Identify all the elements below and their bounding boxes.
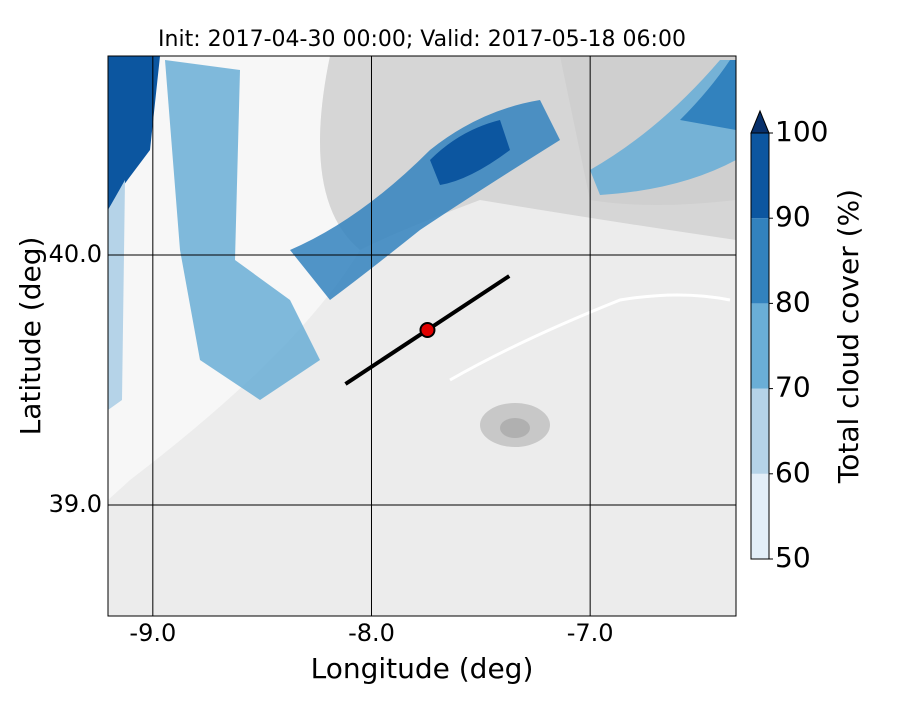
colorbar-tick-label: 50	[775, 541, 811, 574]
y-tick-label: 39.0	[49, 490, 102, 518]
y-axis-label: Latitude (deg)	[14, 237, 47, 436]
y-tick-label: 40.0	[49, 240, 102, 268]
x-tick-label: -7.0	[567, 619, 614, 647]
colorbar-tick-label: 70	[775, 371, 811, 404]
x-axis-label: Longitude (deg)	[311, 652, 534, 685]
location-point	[419, 322, 436, 338]
colorbar-tick-label: 80	[775, 285, 811, 318]
colorbar-label: Total cloud cover (%)	[832, 189, 865, 484]
chart-title: Init: 2017-04-30 00:00; Valid: 2017-05-1…	[158, 27, 686, 52]
map-field	[108, 56, 736, 616]
colorbar-segment	[751, 388, 769, 474]
colorbar-segment	[751, 473, 769, 559]
colorbar-tick-label: 100	[775, 115, 828, 148]
colorbar-tick-label: 90	[775, 200, 811, 233]
x-tick-label: -8.0	[348, 619, 395, 647]
x-tick-label: -9.0	[129, 619, 176, 647]
colorbar-extend	[750, 109, 770, 134]
colorbar-tick-label: 60	[775, 456, 811, 489]
colorbar-segment	[751, 218, 769, 304]
map-frame	[107, 55, 737, 617]
colorbar-segment	[751, 303, 769, 389]
colorbar-segment	[751, 133, 769, 219]
colorbar-frame	[750, 132, 770, 560]
